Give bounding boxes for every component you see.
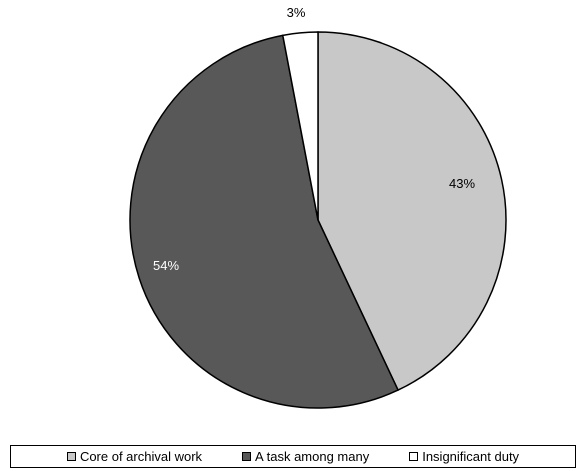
legend-label-task: A task among many [255,449,370,464]
legend-label-insignificant: Insignificant duty [422,449,520,464]
data-label-insignificant: 3% [287,5,306,20]
legend-item-insignificant: Insignificant duty [409,449,519,464]
pie-chart-plot: 43% 54% 3% [129,5,507,409]
pie-slice-core [317,31,507,392]
legend-swatch-insignificant [409,452,419,461]
legend-item-task: A task among many [242,449,369,464]
legend-swatch-core [66,452,76,461]
data-label-task: 54% [153,258,179,273]
pie-slice-insignificant [281,31,319,221]
legend-label-core: Core of archival work [79,449,203,464]
chart-legend: Core of archival work A task among many … [10,445,576,468]
data-label-core: 43% [449,176,475,191]
legend-swatch-task [242,452,252,461]
legend-item-core: Core of archival work [66,449,203,464]
pie-slice-task [129,34,400,409]
